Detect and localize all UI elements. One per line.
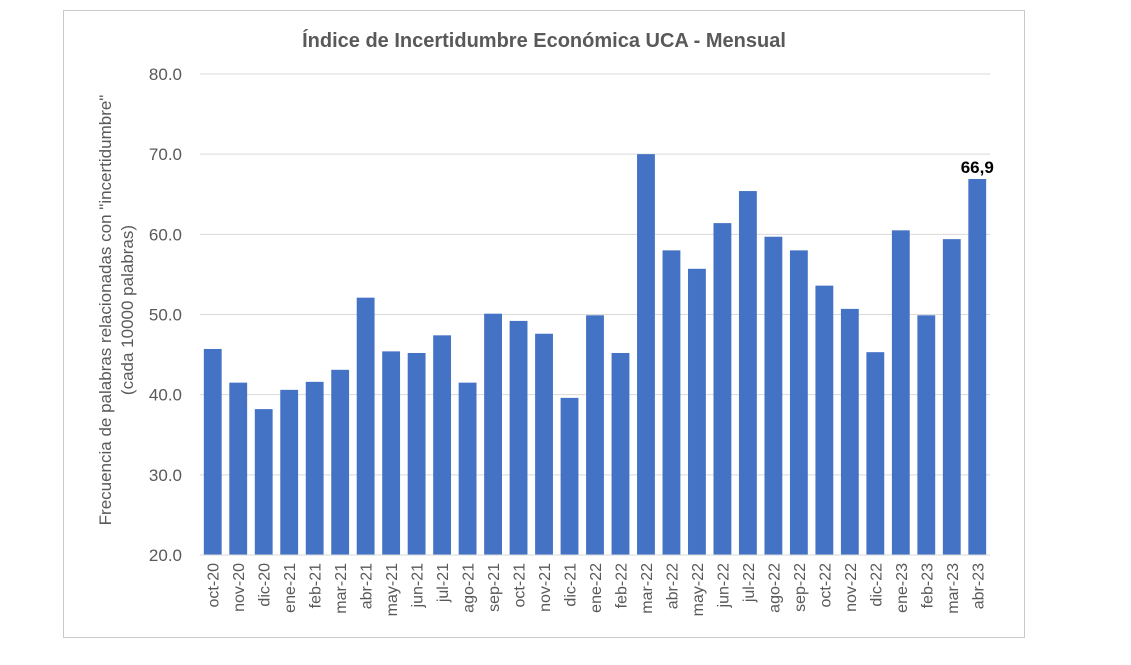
x-tick-label: nov-21 — [537, 563, 554, 612]
x-tick-label: feb-22 — [613, 563, 630, 608]
bar — [407, 352, 426, 555]
bar — [305, 381, 324, 555]
x-tick-label: ago-21 — [461, 563, 478, 613]
bar — [509, 320, 528, 555]
chart-title: Índice de Incertidumbre Económica UCA - … — [302, 30, 786, 52]
x-tick-label: ene-23 — [894, 563, 911, 613]
x-tick-label: ago-22 — [766, 563, 783, 613]
y-tick-label: 80.0 — [149, 65, 182, 84]
y-tick-label: 20.0 — [149, 546, 182, 565]
x-tick-label: oct-22 — [817, 563, 834, 608]
bar — [815, 285, 834, 555]
bar — [203, 348, 222, 555]
x-tick-label: dic-22 — [868, 563, 885, 607]
x-tick-label: jul-21 — [435, 563, 452, 603]
x-tick-label: ene-21 — [282, 563, 299, 613]
bar — [356, 297, 375, 555]
x-tick-label: jul-22 — [741, 563, 758, 603]
x-tick-label: abr-21 — [359, 563, 376, 609]
y-tick-label: 50.0 — [149, 306, 182, 325]
bar — [891, 230, 910, 555]
bar — [662, 250, 681, 555]
bar — [942, 239, 961, 556]
bar — [535, 333, 553, 555]
bar — [560, 397, 579, 555]
x-tick-label: ene-22 — [588, 563, 605, 613]
x-tick-label: feb-23 — [919, 563, 936, 608]
bar — [280, 389, 299, 555]
bar — [433, 335, 452, 555]
bar — [382, 351, 401, 555]
bar — [611, 352, 630, 555]
bar — [254, 409, 273, 555]
bar — [713, 223, 732, 556]
x-tick-label: feb-21 — [308, 563, 325, 608]
x-tick-label: nov-20 — [231, 563, 248, 612]
x-tick-label: mar-21 — [333, 563, 350, 614]
x-tick-label: jun-22 — [715, 563, 732, 609]
x-tick-label: may-21 — [384, 563, 401, 616]
x-tick-label: mar-23 — [945, 563, 962, 614]
x-tick-label: dic-21 — [563, 563, 580, 607]
bar — [229, 382, 248, 555]
bar — [866, 352, 885, 555]
bar — [968, 179, 987, 556]
bar — [458, 382, 477, 555]
x-tick-label: jun-21 — [410, 563, 427, 609]
bar — [331, 369, 350, 555]
bar — [917, 315, 936, 555]
bar — [586, 315, 604, 555]
y-tick-label: 60.0 — [149, 225, 182, 244]
x-tick-label: oct-21 — [512, 563, 529, 608]
chart-frame — [63, 10, 1025, 638]
data-label: 66,9 — [961, 158, 994, 177]
bar — [637, 154, 655, 555]
bar — [840, 308, 859, 555]
x-tick-label: mar-22 — [639, 563, 656, 614]
y-tick-label: 70.0 — [149, 145, 182, 164]
x-tick-label: nov-22 — [843, 563, 860, 612]
y-tick-label: 30.0 — [149, 466, 182, 485]
x-tick-label: may-22 — [690, 563, 707, 616]
x-tick-label: oct-20 — [206, 563, 223, 608]
bar — [738, 191, 757, 555]
bar — [789, 250, 808, 555]
bar — [688, 268, 706, 555]
bar — [484, 313, 502, 555]
x-tick-label: dic-20 — [257, 563, 274, 607]
x-tick-label: abr-23 — [970, 563, 987, 609]
bar — [764, 236, 783, 555]
x-tick-label: sep-22 — [792, 563, 809, 612]
x-tick-label: sep-21 — [486, 563, 503, 612]
x-tick-label: abr-22 — [664, 563, 681, 609]
y-tick-label: 40.0 — [149, 386, 182, 405]
